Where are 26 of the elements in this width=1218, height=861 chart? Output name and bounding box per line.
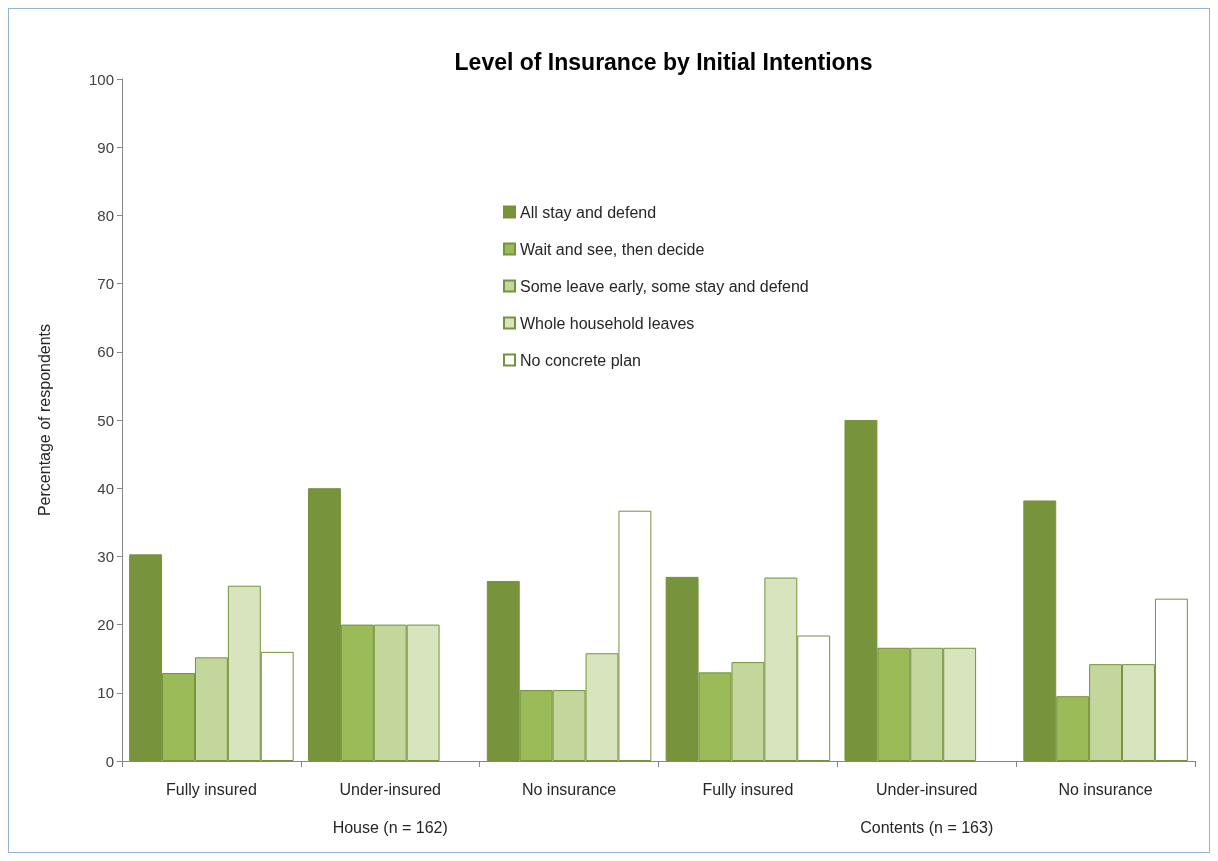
y-tick-label: 70 (97, 275, 114, 293)
legend-label: Whole household leaves (520, 314, 695, 332)
y-axis-title: Percentage of respondents (35, 323, 53, 517)
x-tick-label: Fully insured (702, 780, 794, 798)
legend-label: No concrete plan (520, 351, 641, 369)
legend-label: Wait and see, then decide (520, 240, 705, 258)
y-tick-label: 0 (105, 752, 114, 770)
y-tick-label: 100 (88, 70, 114, 88)
legend-label: All stay and defend (520, 203, 657, 221)
x-tick-label: Under-insured (339, 780, 441, 798)
y-tick-label: 40 (97, 479, 114, 497)
y-tick-label: 50 (97, 411, 114, 429)
y-tick-label: 80 (97, 206, 114, 224)
x-tick-label: No insurance (521, 780, 617, 798)
legend-label: Some leave early, some stay and defend (520, 277, 809, 295)
text: House (n = 162) (332, 818, 448, 836)
y-tick-label: 90 (97, 138, 114, 156)
x-tick-label: Fully insured (166, 780, 257, 798)
x-tick-label: No insurance (1058, 780, 1153, 798)
x-tick-label: Under-insured (876, 780, 978, 798)
y-tick-label: 10 (97, 684, 114, 702)
chart-title: Level of Insurance by Initial Intentions (454, 48, 873, 75)
y-tick-label: 30 (97, 547, 114, 565)
y-tick-label: 60 (97, 343, 114, 361)
text: Contents (n = 163) (860, 818, 994, 836)
y-tick-label: 20 (97, 616, 114, 634)
